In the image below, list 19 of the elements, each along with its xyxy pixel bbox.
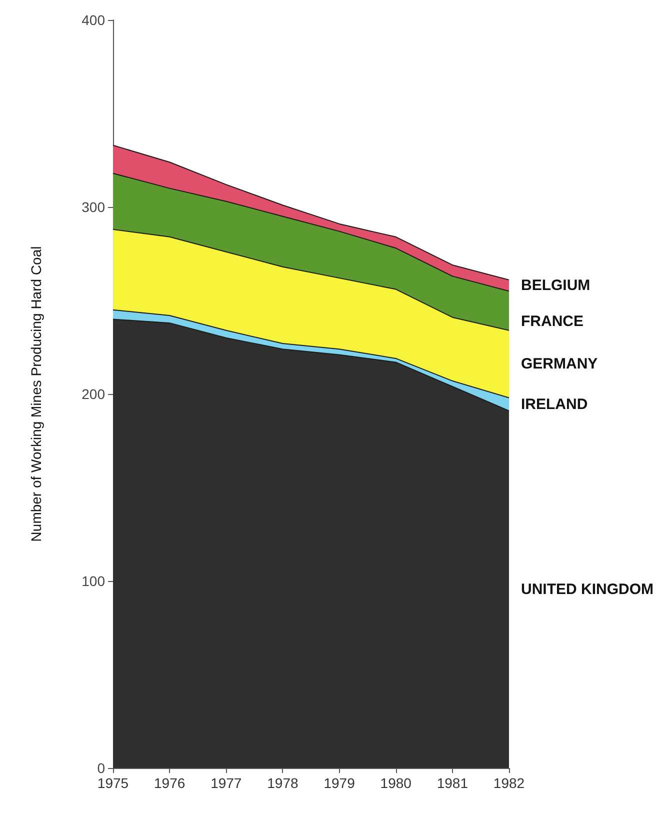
y-axis-title: Number of Working Mines Producing Hard Coal [28,246,44,542]
series-label: GERMANY [521,356,598,373]
y-tick-label: 200 [82,386,106,402]
x-tick-label: 1978 [267,775,298,791]
series-label: FRANCE [521,313,584,330]
y-tick-label: 400 [82,12,106,28]
x-tick-label: 1980 [380,775,412,791]
x-tick-label: 1982 [493,775,525,791]
series-label: IRELAND [521,396,588,413]
x-tick-label: 1975 [97,775,129,791]
y-tick-label: 300 [82,199,106,215]
x-tick-label: 1977 [210,775,242,791]
y-tick-label: 0 [97,760,106,776]
series-label: UNITED KINGDOM [521,580,654,598]
x-tick-label: 1979 [324,775,356,791]
y-tick-label: 100 [82,573,106,589]
series-label: BELGIUM [521,277,590,294]
x-tick-label: 1976 [154,775,186,791]
x-tick-label: 1981 [436,775,468,791]
